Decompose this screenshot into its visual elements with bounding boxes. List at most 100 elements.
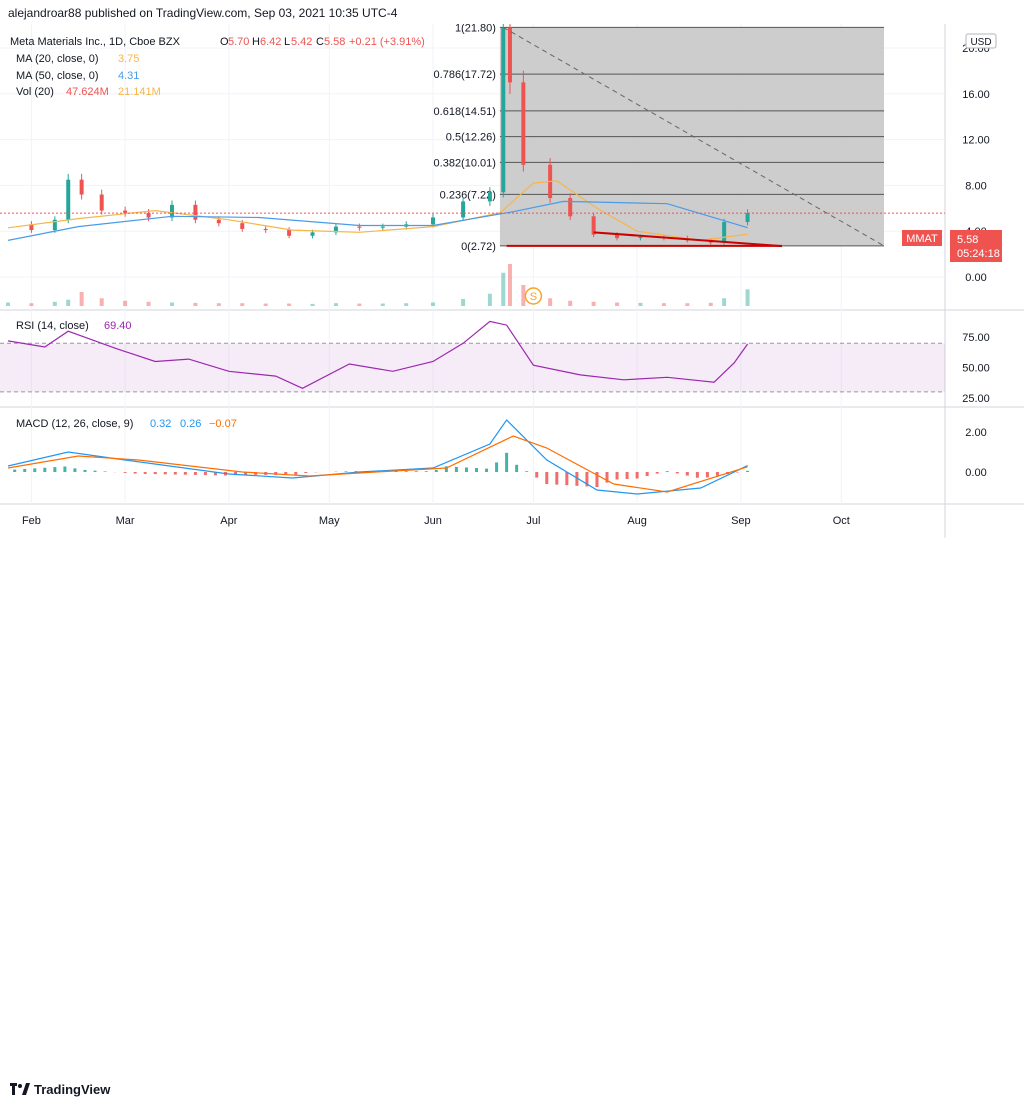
macd-histogram-bar: [515, 465, 518, 472]
countdown: 05:24:18: [957, 248, 1000, 260]
fib-level-label: 0.236(7.22): [440, 189, 496, 201]
macd-histogram-bar: [425, 471, 428, 472]
macd-tick: 0.00: [965, 467, 986, 479]
candle-body: [170, 205, 174, 218]
macd-histogram-bar: [164, 472, 167, 474]
ma50-label: MA (50, close, 0): [16, 70, 99, 82]
macd-histogram-bar: [13, 470, 16, 472]
volume-bar: [746, 289, 750, 306]
last-price-tag: 5.58 05:24:18: [950, 230, 1002, 262]
ohlc-c-label: C: [316, 36, 324, 48]
rsi-legend: RSI (14, close) 69.40: [16, 320, 132, 332]
macd-histogram-bar: [144, 472, 147, 474]
macd-histogram-bar: [23, 469, 26, 472]
macd-label: MACD (12, 26, close, 9): [16, 418, 133, 430]
volume-bar: [193, 303, 197, 306]
volume-bar: [501, 273, 505, 306]
ohlc-change: +0.21 (+3.91%): [349, 36, 425, 48]
macd-histogram-bar: [475, 468, 478, 472]
ohlc-c: 5.58: [324, 36, 345, 48]
macd-histogram-bar: [304, 472, 307, 473]
macd-histogram-bar: [706, 472, 709, 477]
chart-area[interactable]: 1(21.80)0.786(17.72)0.618(14.51)0.5(12.2…: [0, 24, 1024, 538]
rsi-value: 69.40: [104, 320, 132, 332]
candle-body: [240, 223, 244, 229]
volume-bar: [381, 304, 385, 306]
volume-bar: [615, 303, 619, 307]
vol-ma-value: 21.141M: [118, 86, 161, 98]
currency-badge[interactable]: USD: [966, 34, 996, 48]
time-tick: Oct: [833, 515, 850, 527]
candle-body: [746, 213, 750, 222]
rsi-tick: 25.00: [962, 393, 990, 405]
macd-histogram-bar: [656, 472, 659, 474]
candle-body: [264, 229, 268, 230]
rsi-band: [0, 343, 945, 392]
macd-histogram-bar: [505, 453, 508, 472]
volume-bar: [488, 294, 492, 306]
macd-histogram-bar: [73, 468, 76, 472]
candle-body: [193, 205, 197, 220]
macd-histogram-bar: [294, 472, 297, 475]
tradingview-logo-icon: [10, 1083, 30, 1097]
macd-histogram-bar: [184, 472, 187, 475]
fib-level-label: 0.5(12.26): [446, 132, 496, 144]
macd-histogram-bar: [545, 472, 548, 484]
symbol-tag-label: MMAT: [906, 233, 938, 245]
macd-histogram-bar: [495, 462, 498, 472]
fib-retracement[interactable]: 1(21.80)0.786(17.72)0.618(14.51)0.5(12.2…: [434, 24, 884, 253]
volume-bar: [147, 302, 151, 306]
volume-bar: [80, 292, 84, 306]
macd-histogram-bar: [535, 472, 538, 478]
volume-bar: [685, 303, 689, 306]
macd-histogram-bar: [696, 472, 699, 478]
macd-histogram-bar: [485, 469, 488, 472]
time-tick: Aug: [627, 515, 647, 527]
publisher-line: alejandroar88 published on TradingView.c…: [8, 6, 397, 20]
candle-body: [357, 227, 361, 228]
time-tick: May: [319, 515, 340, 527]
candle-body: [501, 27, 505, 192]
ohlc-l-label: L: [284, 36, 290, 48]
volume-bar: [638, 303, 642, 306]
volume-bar: [170, 303, 174, 307]
rsi-tick: 75.00: [962, 332, 990, 344]
fib-level-label: 1(21.80): [455, 24, 496, 34]
macd-tick: 2.00: [965, 427, 986, 439]
volume-bar: [217, 303, 221, 306]
macd-histogram-bar: [636, 472, 639, 479]
price-tick: 8.00: [965, 180, 986, 192]
time-tick: Jul: [526, 515, 540, 527]
volume-bar: [548, 298, 552, 306]
currency-label: USD: [970, 37, 991, 48]
fib-level-label: 0.786(17.72): [434, 69, 496, 81]
volume-bar: [357, 304, 361, 306]
macd-histogram-bar: [646, 472, 649, 476]
volume-bar: [662, 303, 666, 306]
macd-histogram-bar: [174, 472, 177, 475]
macd-histogram-bar: [716, 472, 719, 476]
fib-level-label: 0.382(10.01): [434, 157, 496, 169]
volume-bar: [311, 304, 315, 306]
macd-histogram-bar: [525, 471, 528, 472]
volume-bar: [100, 298, 104, 306]
volume-bar: [334, 303, 338, 306]
ohlc-h: 6.42: [260, 36, 281, 48]
macd-histogram-bar: [124, 472, 127, 473]
price-tick: 16.00: [962, 89, 990, 101]
time-tick: Feb: [22, 515, 41, 527]
macd-histogram-bar: [565, 472, 568, 485]
macd-histogram-bar: [204, 472, 207, 475]
volume-bar: [240, 303, 244, 306]
volume-bar: [404, 303, 408, 306]
candle-body: [80, 180, 84, 195]
hist-value: −0.07: [209, 418, 237, 430]
ma20-label: MA (20, close, 0): [16, 53, 99, 65]
ohlc-h-label: H: [252, 36, 260, 48]
candle-body: [521, 82, 525, 164]
rsi-tick: 50.00: [962, 363, 990, 375]
candle-body: [381, 227, 385, 228]
ma20-value: 3.75: [118, 53, 139, 65]
macd-histogram-bar: [415, 471, 418, 472]
volume-bar: [66, 300, 70, 306]
